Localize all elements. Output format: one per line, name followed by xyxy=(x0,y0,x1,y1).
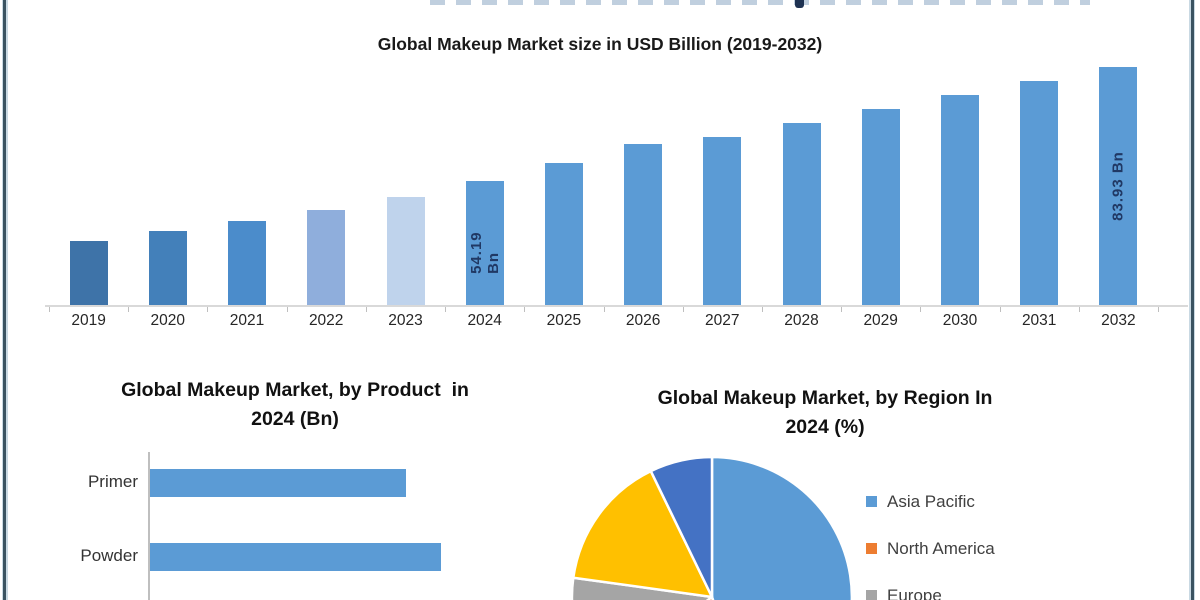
x-axis-tick xyxy=(682,307,684,312)
x-axis-label-2021: 2021 xyxy=(229,312,265,329)
product-chart-title: Global Makeup Market, by Product in 2024… xyxy=(55,376,535,434)
pie-legend: Asia Pacific North America Europe xyxy=(866,478,1086,600)
pie-slice-unlabeled-3 xyxy=(572,469,714,599)
pie-chart-title-line2: 2024 (%) xyxy=(785,416,865,438)
column-bar-2029 xyxy=(861,108,900,305)
pie-slice-asia-pacific xyxy=(710,455,854,600)
column-bar-2027 xyxy=(703,136,742,305)
x-axis-label-2030: 2030 xyxy=(942,312,978,329)
x-axis-label-2027: 2027 xyxy=(705,312,740,329)
x-axis-label-2031: 2031 xyxy=(1021,312,1057,329)
column-chart-title: Global Makeup Market size in USD Billion… xyxy=(377,34,823,54)
legend-label: Asia Pacific xyxy=(887,491,975,511)
column-bar-2028 xyxy=(782,122,821,305)
product-bar-primer xyxy=(150,469,406,497)
x-axis-tick xyxy=(524,307,526,312)
x-axis-label-2032: 2032 xyxy=(1101,312,1136,329)
x-axis-tick xyxy=(920,307,922,312)
pie-slice-unlabeled-4 xyxy=(649,455,714,599)
product-chart-title-line1: Global Makeup Market, by Product in xyxy=(121,379,469,401)
x-axis-tick xyxy=(286,307,288,312)
frame-border-left xyxy=(3,0,6,600)
product-label-primer: Primer xyxy=(87,472,138,491)
product-chart-y-axis-line xyxy=(148,452,150,600)
column-chart-x-axis-labels: 2019 2020 2021 2022 2023 2024 2025 2026 2027 2028… xyxy=(49,312,1158,334)
column-bar-2020 xyxy=(148,230,187,305)
clipped-header-descender xyxy=(795,0,804,8)
column-bar-2019 xyxy=(69,240,108,305)
column-bar-2032 xyxy=(1099,67,1138,305)
column-bar-2025 xyxy=(544,162,583,305)
x-axis-label-2024: 2024 xyxy=(467,312,502,329)
column-bar-2022 xyxy=(307,210,346,305)
product-label-powder: Powder xyxy=(80,546,138,565)
legend-item-europe: Europe xyxy=(866,572,1086,600)
x-axis-label-2026: 2026 xyxy=(625,312,661,329)
pie xyxy=(570,455,854,600)
column-bar-2031 xyxy=(1020,81,1059,305)
x-axis-tick xyxy=(999,307,1001,312)
legend-label: North America xyxy=(887,538,995,558)
x-axis-label-2028: 2028 xyxy=(784,312,819,329)
column-bar-2026 xyxy=(624,143,663,305)
x-axis-tick xyxy=(1078,307,1080,312)
column-data-label-2032: 83.93 Bn xyxy=(1109,151,1127,221)
legend-label: Europe xyxy=(887,585,942,600)
column-chart-x-axis-line xyxy=(45,305,1188,307)
column-data-label-2024: 54.19 Bn xyxy=(467,231,502,275)
x-axis-label-2025: 2025 xyxy=(546,312,582,329)
legend-item-asia-pacific: Asia Pacific xyxy=(866,478,1086,525)
legend-marker-icon xyxy=(866,496,877,507)
x-axis-tick xyxy=(365,307,367,312)
legend-marker-icon xyxy=(866,590,877,600)
x-axis-tick xyxy=(445,307,447,312)
x-axis-tick xyxy=(1158,307,1159,312)
x-axis-label-2022: 2022 xyxy=(308,312,344,329)
x-axis-tick xyxy=(49,307,50,312)
frame-border-right xyxy=(1191,0,1194,600)
product-bar-powder xyxy=(150,543,441,571)
x-axis-tick xyxy=(128,307,130,312)
legend-marker-icon xyxy=(866,543,877,554)
column-chart-plot-area: 54.19 Bn 83.93 Bn xyxy=(49,63,1158,305)
x-axis-label-2020: 2020 xyxy=(150,312,186,329)
pie-chart-title-line1: Global Makeup Market, by Region In xyxy=(657,387,993,409)
x-axis-tick xyxy=(761,307,763,312)
column-bar-2021 xyxy=(228,221,266,305)
column-bar-2023 xyxy=(386,197,425,305)
clipped-header-text-remnant xyxy=(430,0,1090,5)
x-axis-tick xyxy=(603,307,605,312)
x-axis-label-2019: 2019 xyxy=(71,312,106,329)
x-axis-tick xyxy=(207,307,209,312)
product-chart-title-line2: 2024 (Bn) xyxy=(251,408,339,430)
x-axis-tick xyxy=(841,307,843,312)
x-axis-label-2029: 2029 xyxy=(863,312,898,329)
column-bar-2030 xyxy=(941,94,979,305)
legend-item-north-america: North America xyxy=(866,525,1086,572)
pie-chart-title: Global Makeup Market, by Region In 2024 … xyxy=(610,384,1040,442)
column-bar-2024 xyxy=(465,181,504,305)
x-axis-label-2023: 2023 xyxy=(388,312,423,329)
